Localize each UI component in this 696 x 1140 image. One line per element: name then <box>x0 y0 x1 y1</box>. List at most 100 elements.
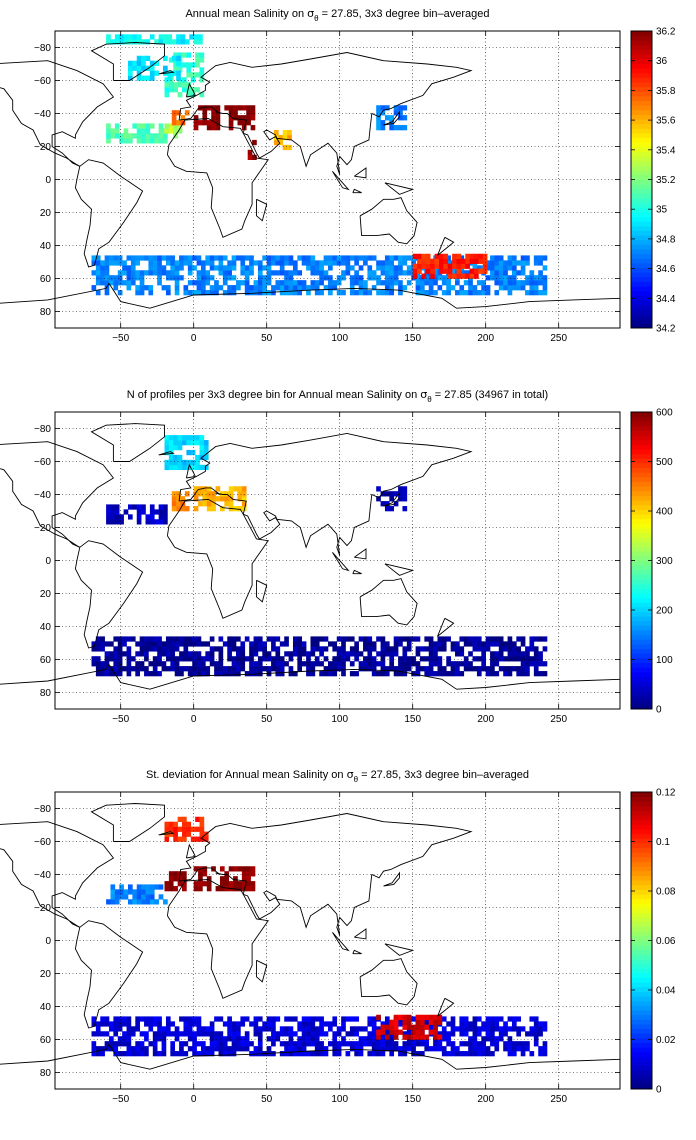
data-cell <box>516 666 522 672</box>
data-cell <box>437 636 443 642</box>
data-cell <box>511 285 517 291</box>
data-cell <box>503 1026 508 1032</box>
data-cell <box>485 641 491 647</box>
data-cell <box>228 105 234 111</box>
data-cell <box>507 646 513 652</box>
data-cell <box>227 671 232 677</box>
data-cell <box>456 268 462 274</box>
data-cell <box>266 260 272 266</box>
data-cell <box>257 265 263 271</box>
data-cell <box>319 260 324 266</box>
data-cell <box>110 514 116 520</box>
data-cell <box>463 1026 469 1032</box>
data-cell <box>104 290 110 296</box>
data-cell <box>402 285 408 291</box>
data-cell <box>310 1036 316 1042</box>
data-cell <box>246 866 251 872</box>
data-cell <box>95 641 101 647</box>
data-cell <box>187 1016 193 1022</box>
data-cell <box>323 275 329 281</box>
data-cell <box>438 258 444 264</box>
data-cell <box>149 65 155 71</box>
data-cell <box>222 1046 228 1052</box>
colorbar-step <box>631 657 652 663</box>
data-cell <box>195 826 200 832</box>
y-tick-label: −40 <box>34 870 51 881</box>
data-cell <box>433 270 438 276</box>
data-cell <box>428 290 434 296</box>
data-cell <box>139 1016 145 1022</box>
colorbar-step <box>631 667 652 673</box>
data-cell <box>173 871 178 877</box>
data-cell <box>233 115 238 121</box>
data-cell <box>474 258 479 264</box>
data-cell <box>249 285 254 291</box>
data-cell <box>104 1016 110 1022</box>
data-cell <box>187 641 193 647</box>
data-cell <box>472 636 478 642</box>
data-cell <box>250 886 256 892</box>
data-cell <box>168 826 174 832</box>
data-cell <box>95 290 101 296</box>
data-cell <box>126 671 132 677</box>
data-cell <box>516 260 522 266</box>
colorbar-tick-label: 36.2 <box>656 27 676 38</box>
data-cell <box>490 1041 495 1047</box>
data-cell <box>95 280 101 286</box>
data-cell <box>240 1016 246 1022</box>
data-cell <box>114 889 120 895</box>
data-cell <box>193 886 199 892</box>
data-cell <box>148 1026 154 1032</box>
data-cell <box>139 1031 145 1037</box>
data-cell <box>168 128 174 134</box>
data-cell <box>198 881 203 887</box>
data-cell <box>380 290 386 296</box>
data-cell <box>158 34 164 40</box>
data-cell <box>257 260 263 266</box>
data-cell <box>257 1031 263 1037</box>
data-cell <box>371 1046 377 1052</box>
colorbar-step <box>631 68 652 74</box>
colorbar-step <box>631 253 652 259</box>
data-cell <box>170 1046 176 1052</box>
colorbar-step <box>631 699 652 705</box>
data-cell <box>91 1051 97 1057</box>
y-tick-label: −80 <box>34 804 51 815</box>
data-cell <box>376 120 381 126</box>
data-cell <box>190 459 196 466</box>
data-cell <box>389 270 395 276</box>
data-cell <box>187 1036 193 1042</box>
data-cell <box>171 120 177 126</box>
data-cell <box>389 1046 395 1052</box>
data-cell <box>278 134 284 141</box>
data-cell <box>135 290 140 296</box>
data-cell <box>511 1016 517 1022</box>
data-cell <box>104 671 110 677</box>
data-cell <box>132 60 138 66</box>
data-cell <box>177 876 183 882</box>
data-cell <box>128 504 133 510</box>
data-cell <box>173 445 178 451</box>
data-cell <box>341 255 346 261</box>
data-cell <box>192 671 197 677</box>
data-cell <box>196 1041 202 1047</box>
data-cell <box>275 651 281 657</box>
data-cell <box>149 138 155 144</box>
data-cell <box>380 1029 386 1035</box>
data-cell <box>485 1021 491 1027</box>
data-cell <box>117 275 123 281</box>
data-cell <box>218 1016 224 1022</box>
data-cell <box>376 290 381 296</box>
data-cell <box>271 1021 276 1027</box>
data-cell <box>157 260 162 266</box>
coastline <box>166 879 269 999</box>
colorbar-step <box>631 931 652 937</box>
data-cell <box>149 60 155 66</box>
data-cell <box>154 138 159 144</box>
data-cell <box>161 1041 167 1047</box>
data-cell <box>95 255 101 261</box>
data-cell <box>463 1016 469 1022</box>
data-cell <box>200 656 206 662</box>
data-cell <box>507 280 513 286</box>
data-cell <box>284 1026 289 1032</box>
